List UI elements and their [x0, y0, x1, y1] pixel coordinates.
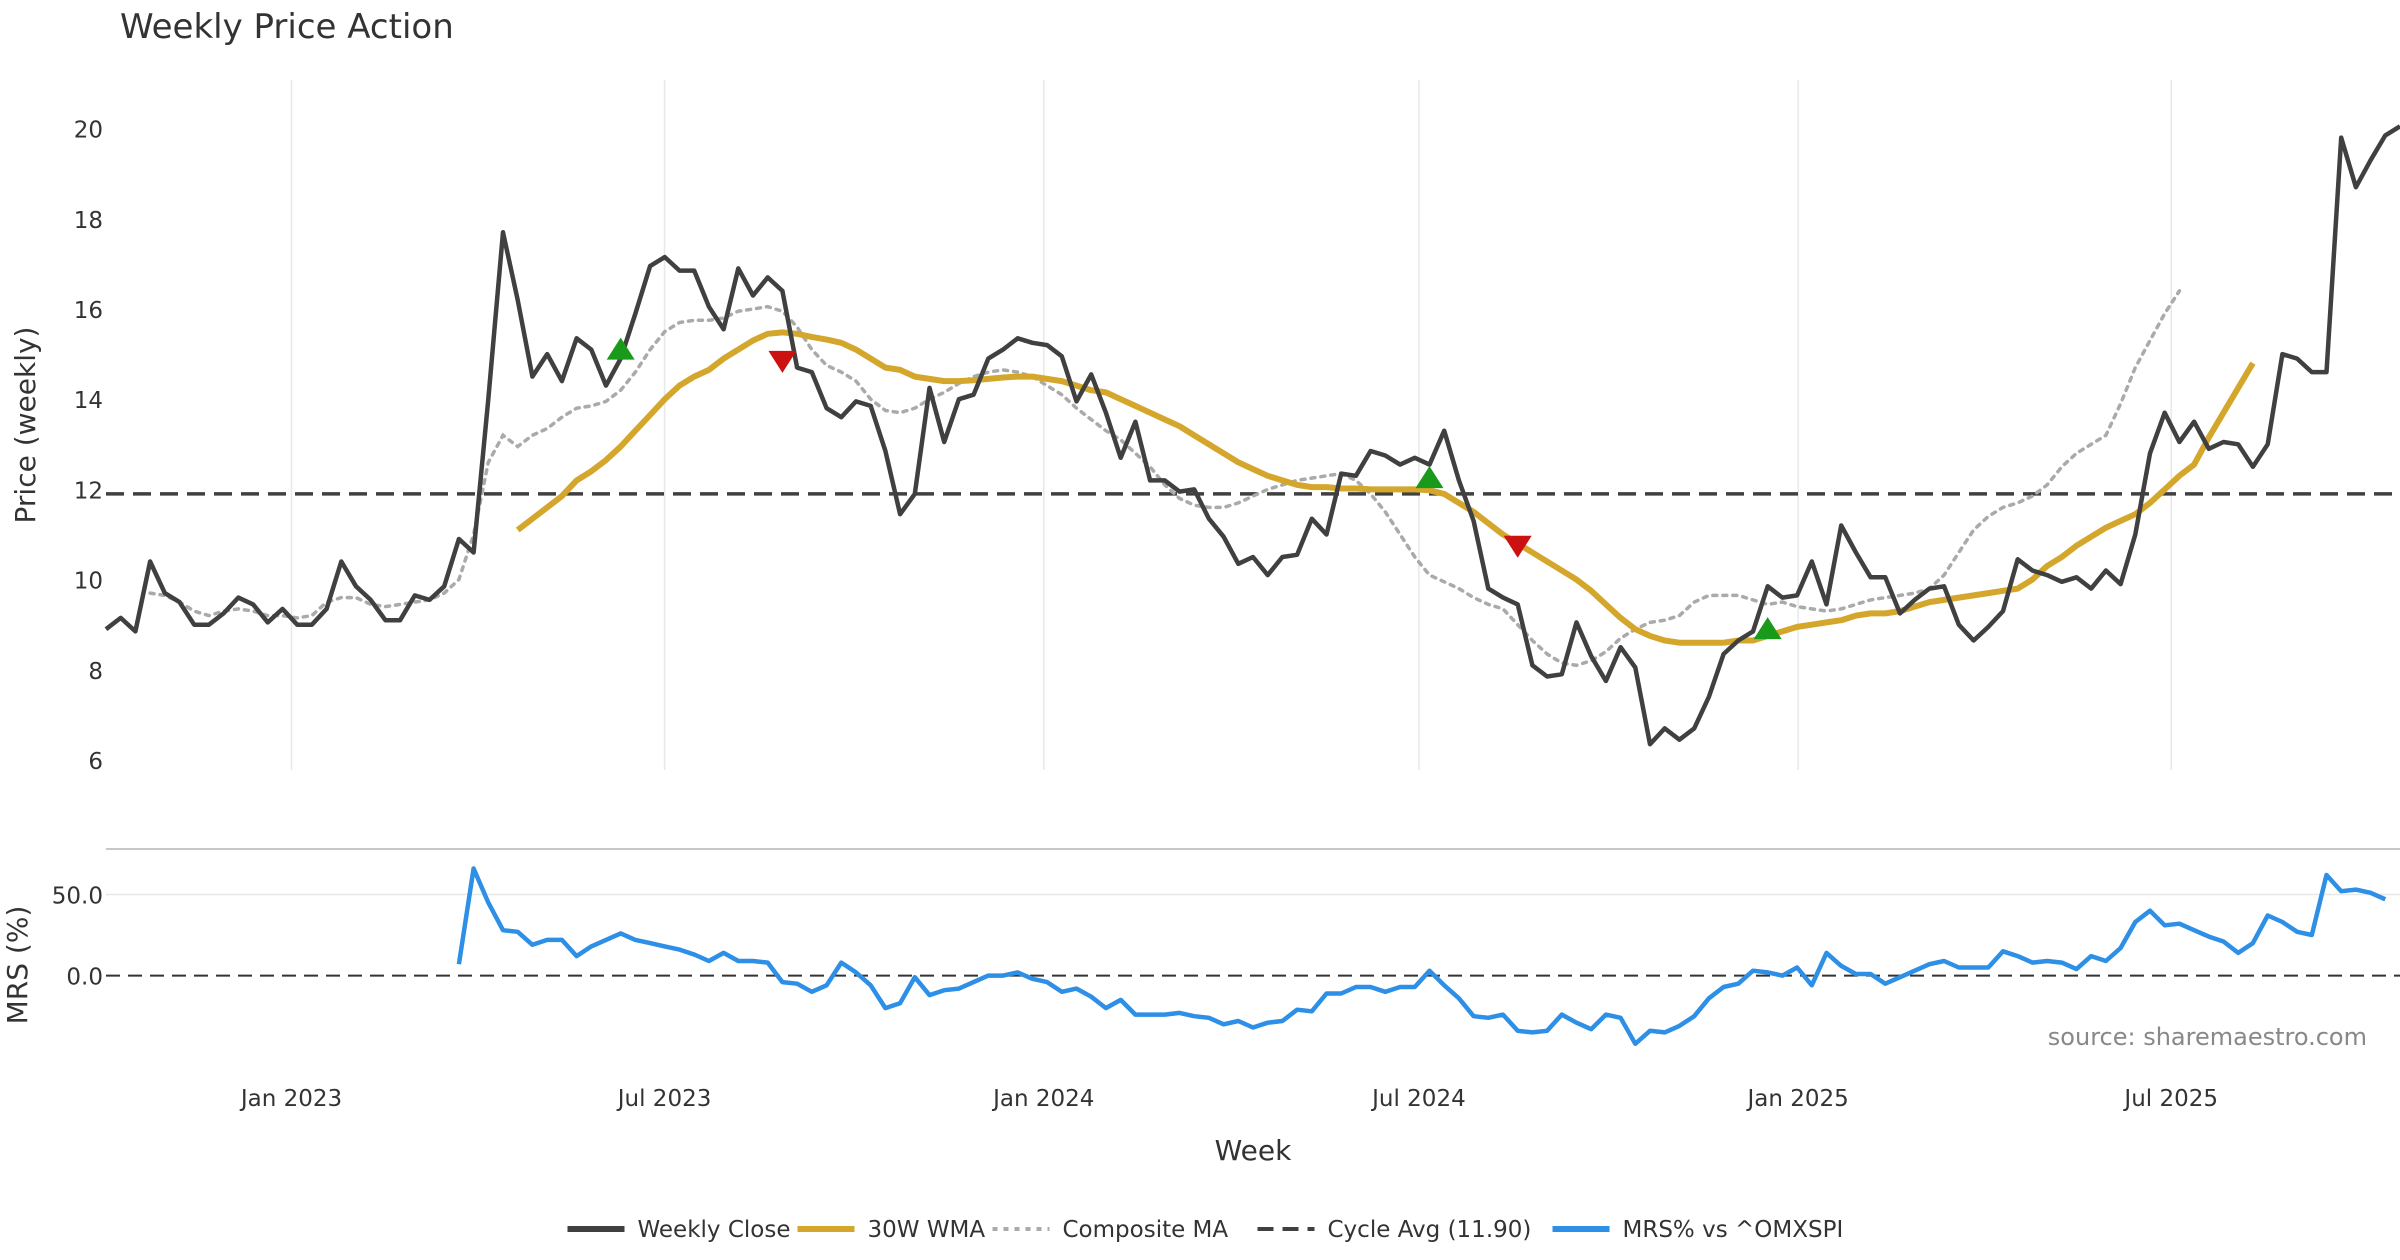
mrs-y-ticks: 0.0 50.0: [52, 883, 103, 990]
x-tick-label: Jul 2025: [2122, 1086, 2218, 1112]
sell-signal-marker: [768, 350, 797, 373]
mrs-line: [456, 866, 2387, 1047]
chart-legend: Weekly Close 30W WMA Composite MA Cycle Avg…: [567, 1217, 1844, 1243]
price-y-tick-label: 20: [74, 118, 103, 144]
legend-label: Cycle Avg (11.90): [1328, 1217, 1532, 1243]
weekly-close-line: [104, 124, 2400, 747]
x-tick-label: Jan 2024: [991, 1086, 1094, 1112]
price-y-tick-label: 10: [74, 569, 103, 595]
signal-markers: [606, 337, 1782, 640]
legend-label: Composite MA: [1063, 1217, 1229, 1243]
buy-signal-marker: [1753, 617, 1782, 640]
price-y-tick-label: 12: [74, 478, 103, 504]
sell-signal-marker: [1503, 535, 1532, 558]
wma-30w-line: [515, 329, 2256, 646]
price-y-tick-label: 8: [88, 659, 103, 685]
buy-signal-marker: [1415, 466, 1444, 489]
mrs-y-tick-label: 50.0: [52, 883, 103, 909]
legend-label: Weekly Close: [638, 1217, 791, 1243]
x-tick-label: Jan 2023: [239, 1086, 342, 1112]
legend-label: 30W WMA: [868, 1217, 986, 1243]
x-tick-label: Jan 2025: [1746, 1086, 1849, 1112]
source-credit: source: sharemaestro.com: [2048, 1023, 2367, 1051]
price-y-tick-label: 16: [74, 298, 103, 324]
x-axis-label: Week: [1215, 1134, 1292, 1167]
price-y-tick-label: 6: [88, 749, 103, 775]
chart-title: Weekly Price Action: [120, 7, 454, 47]
price-y-axis-label: Price (weekly): [9, 327, 42, 524]
x-ticks: Jan 2023 Jul 2023 Jan 2024 Jul 2024 Jan 2025…: [239, 1086, 2218, 1112]
price-y-tick-label: 14: [74, 388, 103, 414]
composite-ma-line: [148, 289, 2182, 668]
series-layer: [104, 124, 2400, 1047]
x-tick-label: Jul 2024: [1370, 1086, 1466, 1112]
mrs-y-tick-label: 0.0: [66, 965, 103, 991]
price-y-tick-label: 18: [74, 208, 103, 234]
mrs-y-axis-label: MRS (%): [1, 906, 34, 1025]
price-grid: [290, 80, 2172, 770]
x-tick-label: Jul 2023: [616, 1086, 712, 1112]
buy-signal-marker: [606, 337, 635, 360]
price-y-ticks: 6 8 10 12 14 16 18 20: [74, 118, 103, 775]
legend-label: MRS% vs ^OMXSPI: [1623, 1217, 1844, 1243]
